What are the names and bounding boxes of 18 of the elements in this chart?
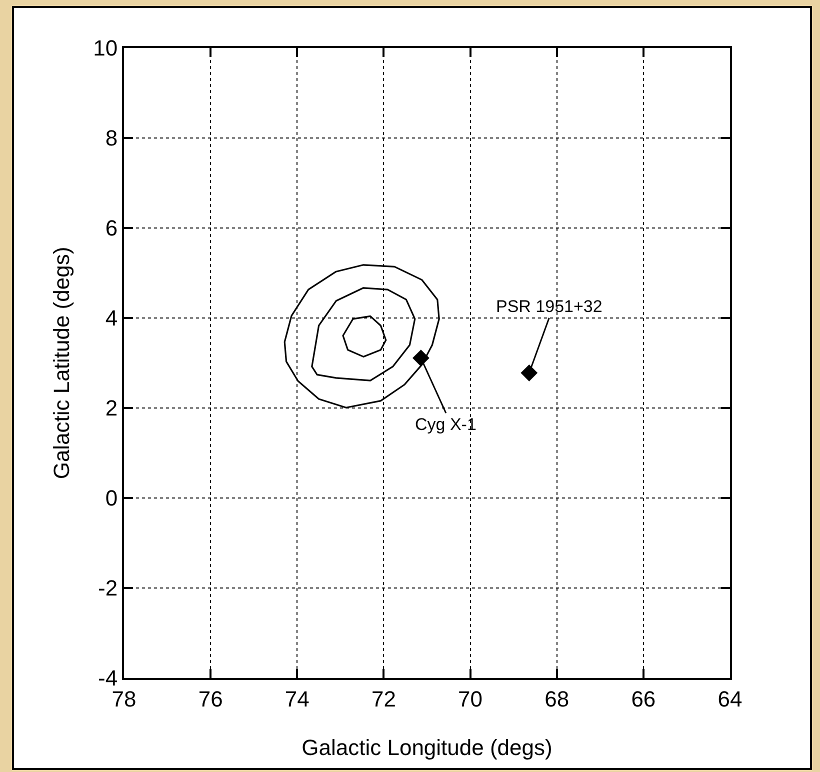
y-tick-label: 10 xyxy=(93,36,118,61)
y-axis-title: Galactic Latitude (degs) xyxy=(49,246,74,480)
y-tick-label: 2 xyxy=(105,396,118,421)
x-tick-label: 72 xyxy=(371,686,396,712)
y-tick-label: 6 xyxy=(105,216,118,241)
y-tick-label: 0 xyxy=(105,486,118,511)
annotation: Cyg X-1 xyxy=(415,415,476,434)
x-tick-label: 68 xyxy=(544,686,570,712)
y-tick-label: 4 xyxy=(105,306,118,331)
y-tick-label: 8 xyxy=(105,126,118,151)
y-tick-label: -2 xyxy=(98,576,118,601)
annotation: PSR 1951+32 xyxy=(496,297,602,316)
x-tick-label: 70 xyxy=(458,686,483,712)
x-tick-label: 64 xyxy=(718,686,742,712)
x-tick-label: 74 xyxy=(284,686,310,712)
x-axis-title: Galactic Longitude (degs) xyxy=(302,735,552,760)
x-tick-label: 76 xyxy=(198,686,223,712)
x-tick-label: 66 xyxy=(631,686,656,712)
